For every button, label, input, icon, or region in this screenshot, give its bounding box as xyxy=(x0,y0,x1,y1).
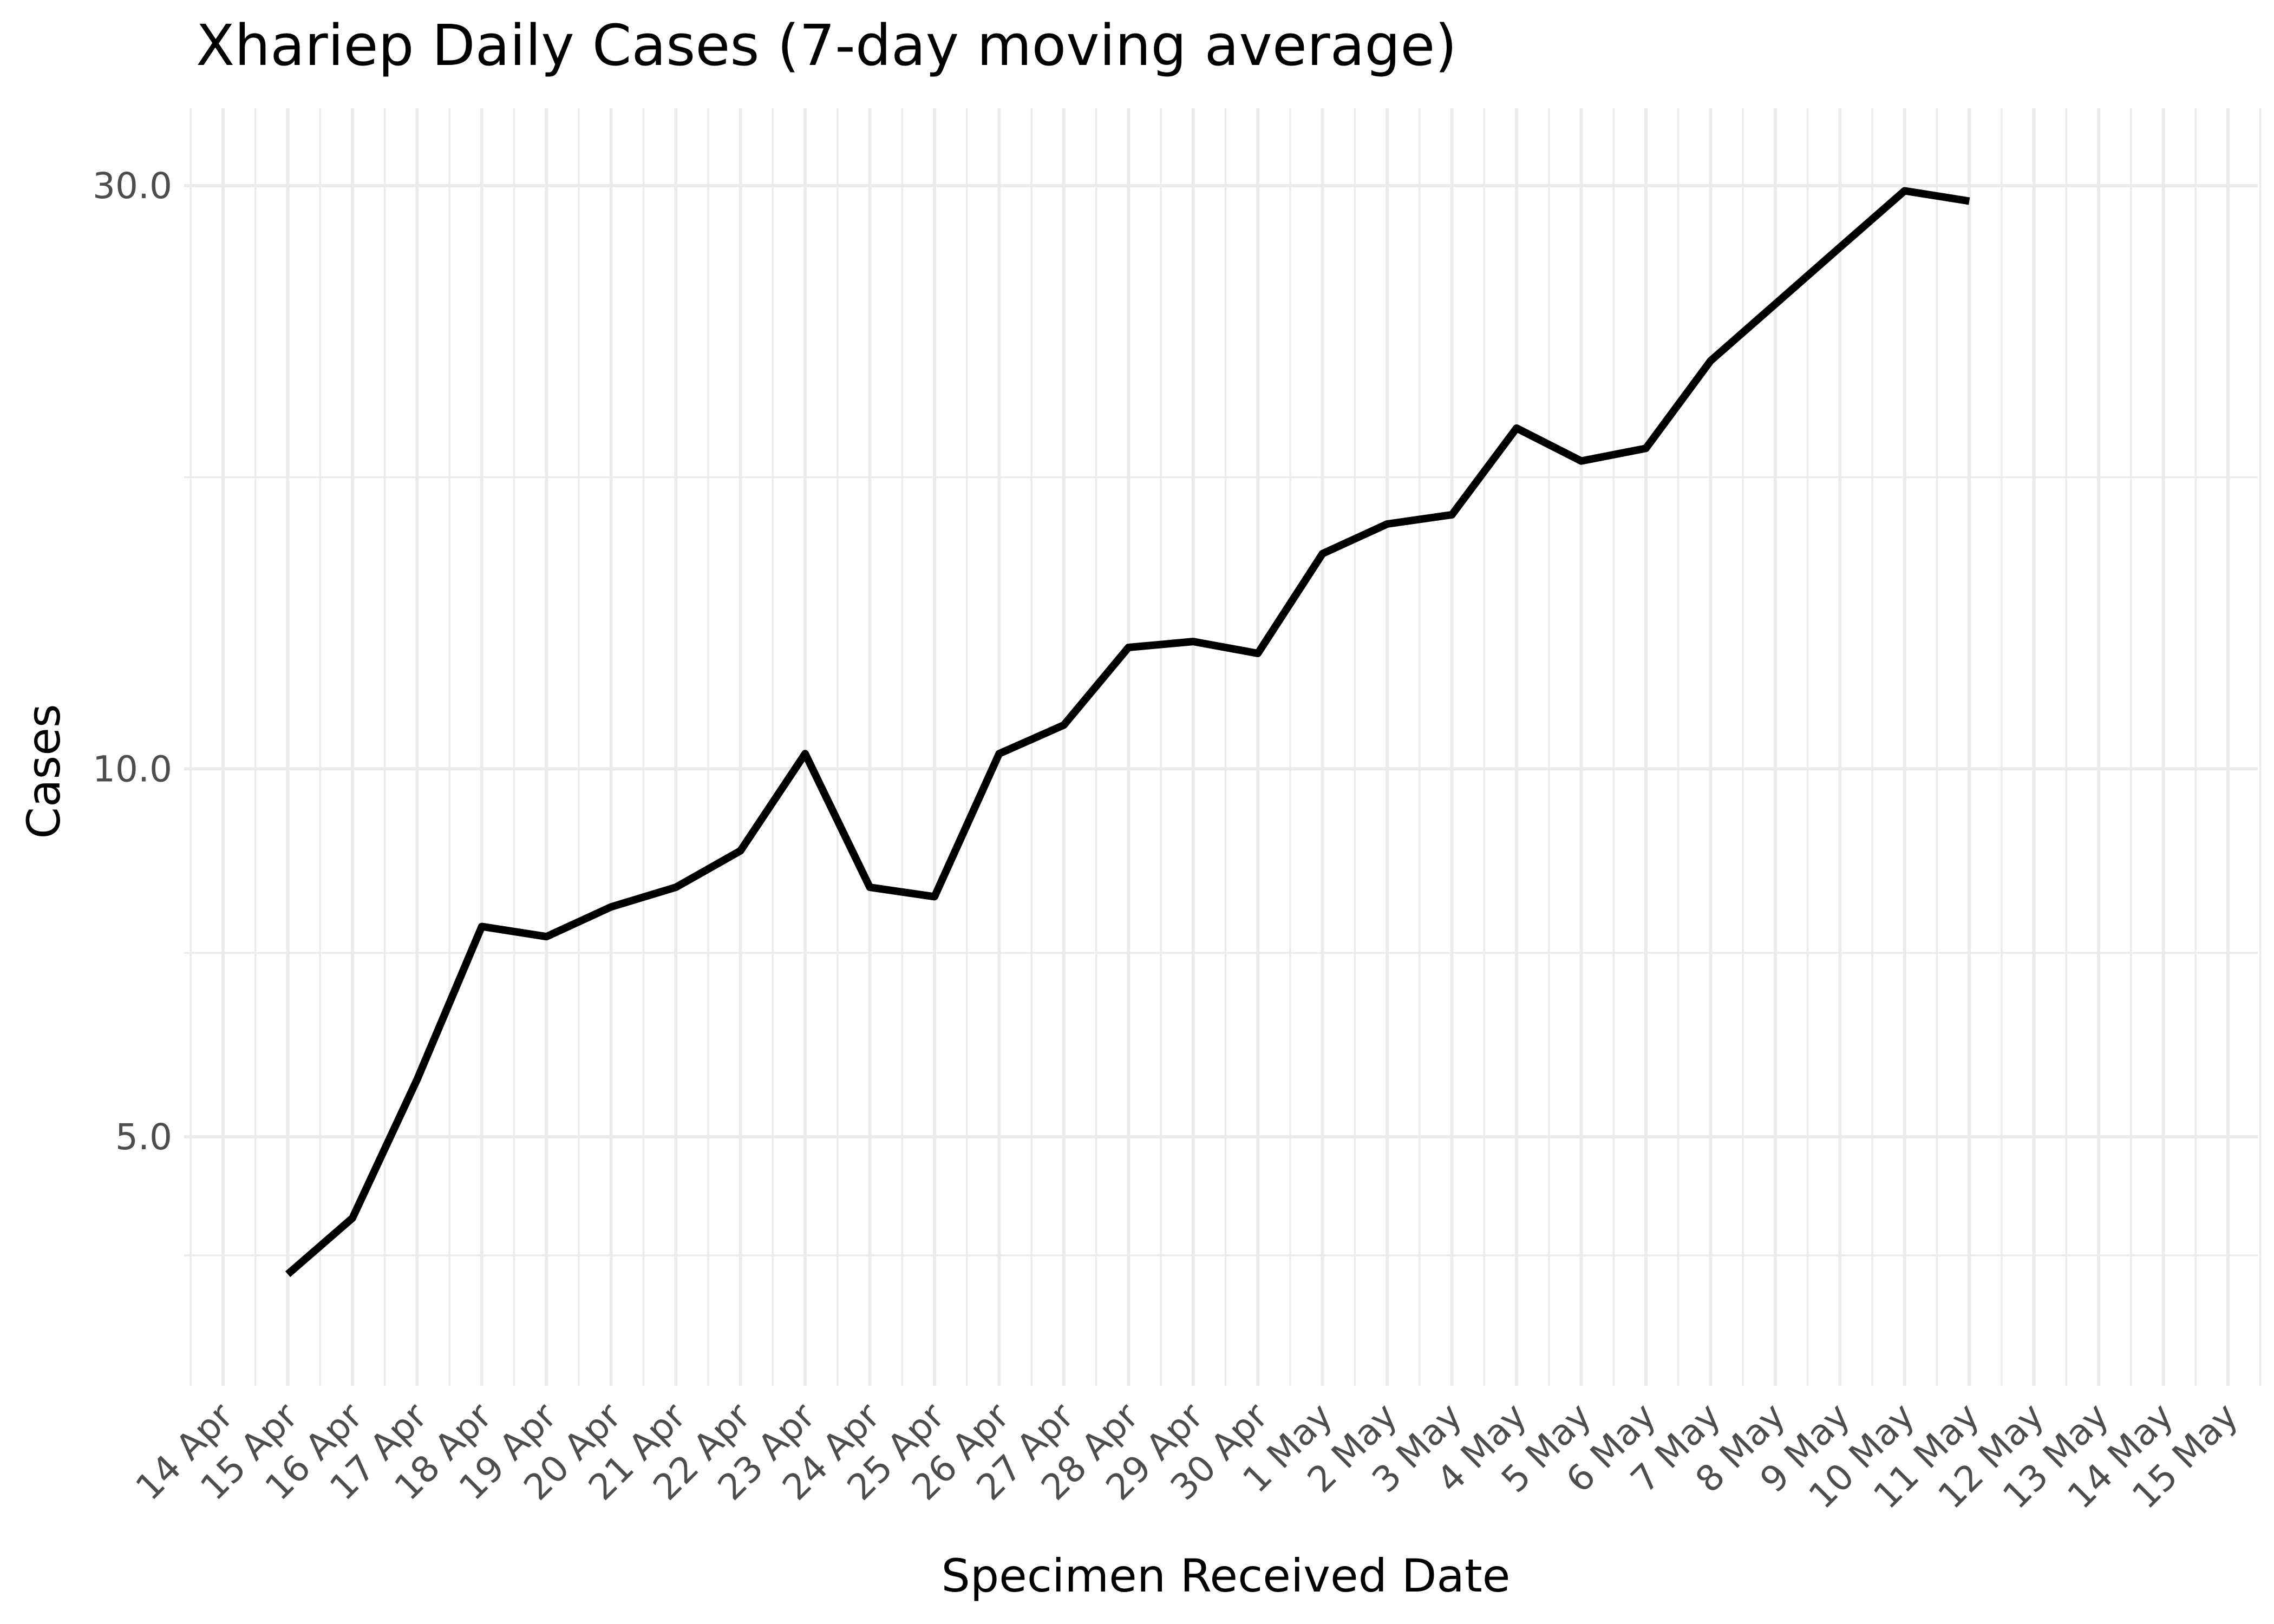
y-major-gridlines xyxy=(184,184,2258,1138)
y-tick-labels: 5.0 10.0 30.0 xyxy=(93,165,172,1158)
y-tick-label: 5.0 xyxy=(115,1116,172,1158)
y-axis-title: Cases xyxy=(17,704,70,839)
series-layer xyxy=(285,187,1970,1278)
y-tick-label: 10.0 xyxy=(93,748,172,790)
y-tick-label: 30.0 xyxy=(93,165,172,207)
x-gridlines xyxy=(190,108,2262,1386)
y-minor-gridlines xyxy=(184,476,2258,1256)
chart-title: Xhariep Daily Cases (7-day moving averag… xyxy=(196,12,1457,78)
x-axis-title: Specimen Received Date xyxy=(942,1549,1511,1602)
